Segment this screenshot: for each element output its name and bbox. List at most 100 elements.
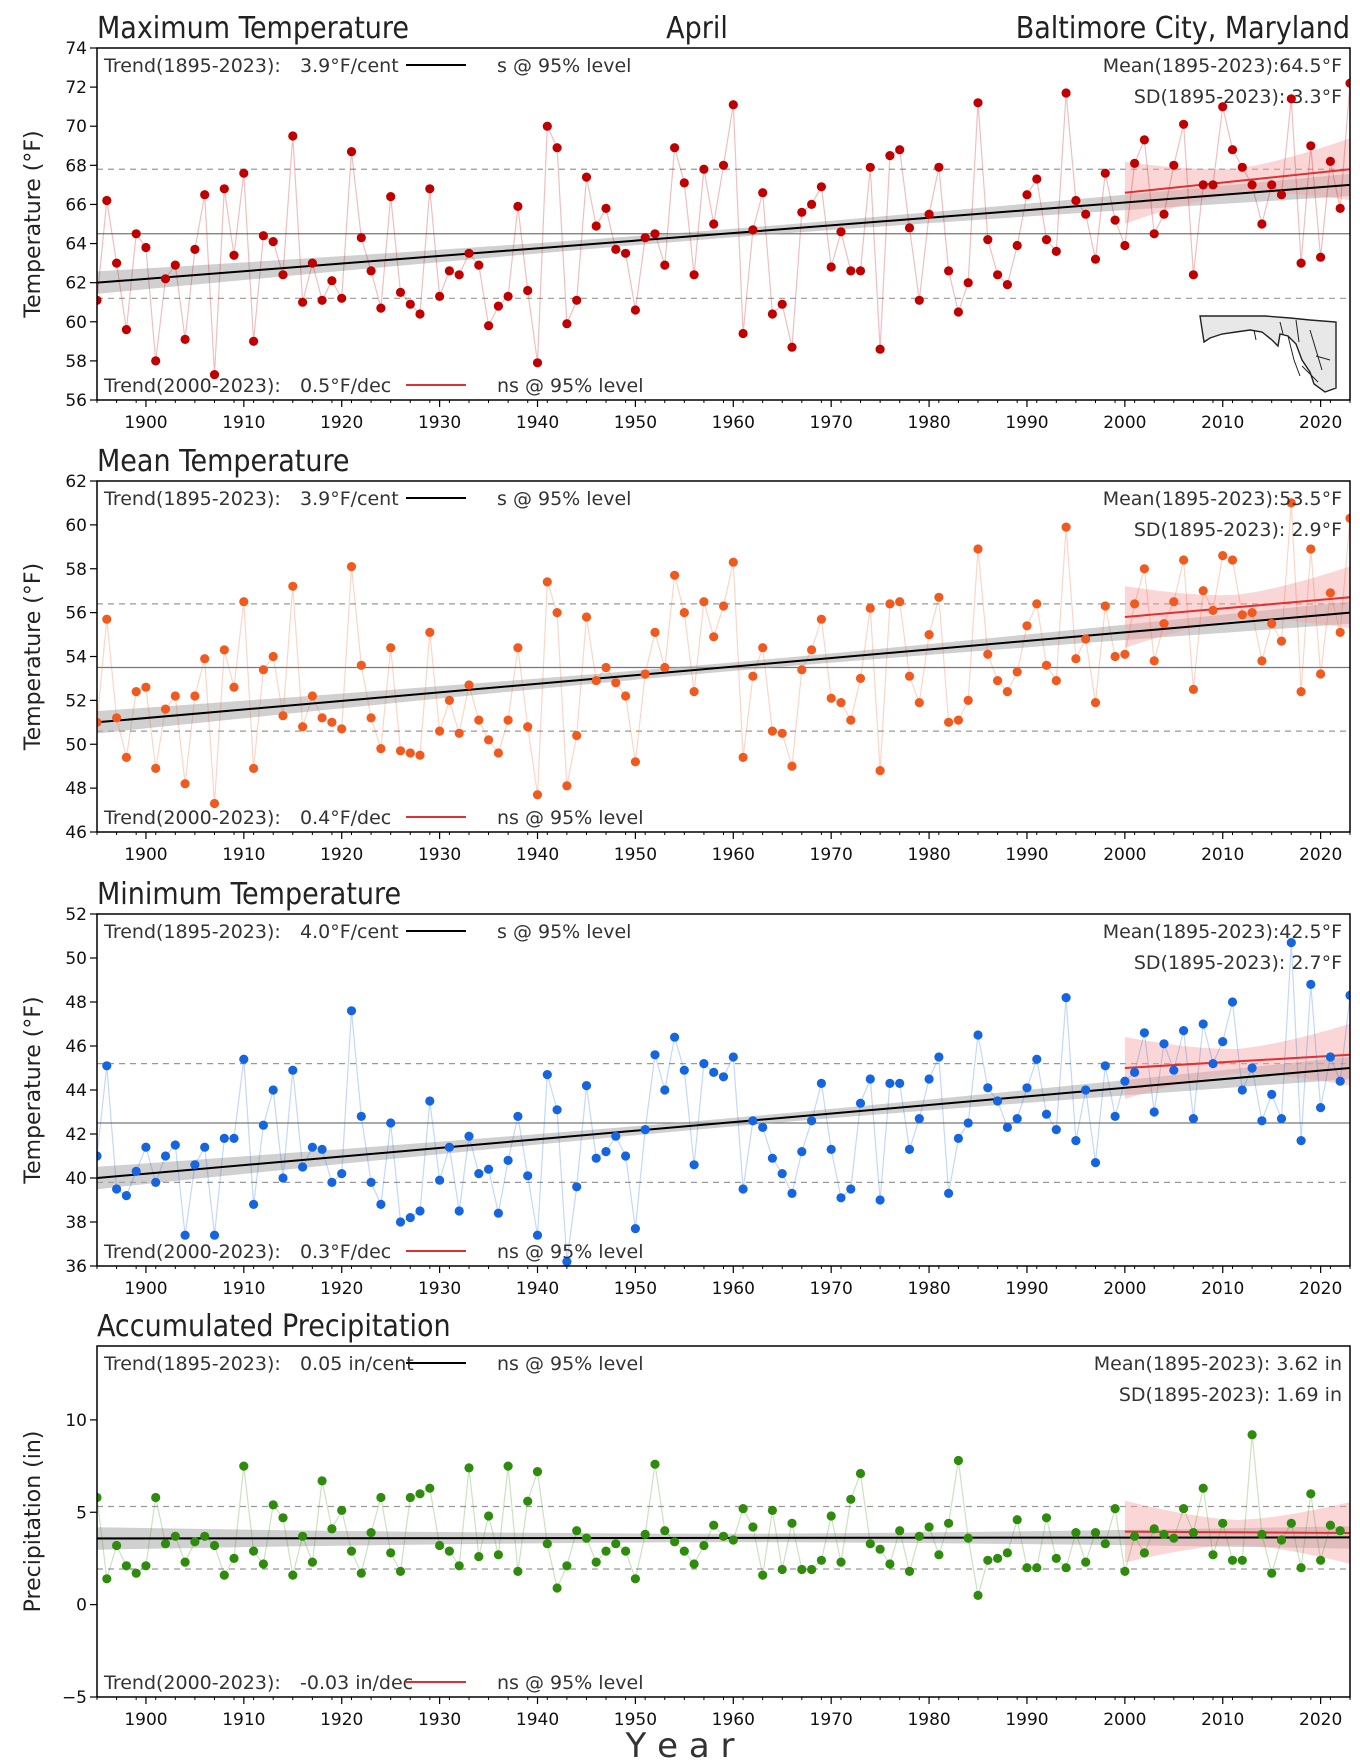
long-trend-line	[97, 611, 1350, 724]
data-point	[1051, 1553, 1061, 1563]
data-point	[895, 145, 905, 155]
data-point	[865, 603, 875, 613]
data-point	[1081, 634, 1091, 644]
data-point	[885, 1078, 895, 1088]
trend-recent-significance: ns @ 95% level	[497, 1672, 643, 1694]
data-point	[1247, 1063, 1257, 1073]
data-point	[924, 1522, 934, 1532]
data-point	[1149, 229, 1159, 239]
data-point	[141, 682, 151, 692]
data-point	[953, 1133, 964, 1143]
x-tick-label: 1980	[907, 845, 950, 865]
x-tick-label: 1970	[810, 1710, 853, 1730]
data-point	[395, 1217, 406, 1227]
data-point	[1120, 1566, 1130, 1576]
data-point	[1071, 195, 1081, 206]
data-point	[777, 1169, 787, 1179]
data-point	[180, 1557, 190, 1567]
data-point	[376, 744, 386, 754]
mean-annotation: Mean(1895-2023): 3.62 in	[1094, 1353, 1342, 1375]
data-point	[1286, 498, 1296, 508]
data-point	[200, 654, 210, 664]
y-tick-label: 60	[65, 516, 87, 536]
data-point	[1237, 1555, 1247, 1565]
data-point	[826, 693, 836, 703]
data-point	[1110, 1504, 1120, 1514]
data-point	[1032, 599, 1042, 609]
data-point	[1002, 1548, 1013, 1558]
data-point	[337, 1169, 347, 1179]
data-point	[405, 299, 415, 309]
x-tick-label: 1960	[712, 1279, 755, 1299]
data-point	[807, 1116, 817, 1126]
data-point	[1335, 203, 1345, 213]
data-point	[718, 160, 729, 170]
data-point	[689, 1160, 699, 1170]
data-point	[1335, 1076, 1345, 1086]
data-point	[219, 1133, 229, 1143]
data-point	[484, 1164, 494, 1174]
data-point	[1286, 94, 1296, 104]
data-point	[258, 1120, 268, 1130]
data-point	[679, 1546, 689, 1556]
data-point	[415, 750, 425, 760]
data-point	[709, 1520, 719, 1530]
data-point	[454, 1561, 464, 1571]
data-point	[885, 599, 895, 609]
data-point	[258, 1559, 268, 1569]
data-point	[288, 581, 298, 591]
data-point	[1130, 1531, 1140, 1541]
y-tick-label: 56	[65, 391, 87, 411]
data-point	[591, 676, 601, 686]
data-point	[298, 722, 308, 732]
data-point	[307, 1557, 317, 1567]
data-point	[268, 651, 278, 662]
data-point	[718, 601, 729, 611]
y-tick-label: 64	[65, 235, 87, 255]
data-point	[151, 1492, 161, 1503]
panel-title: Minimum Temperature	[97, 877, 401, 912]
data-point	[601, 1147, 611, 1157]
data-point	[885, 151, 895, 161]
data-point	[836, 1193, 846, 1203]
data-point	[503, 1461, 513, 1471]
data-point	[1306, 1489, 1316, 1499]
data-point	[1257, 1529, 1267, 1539]
x-tick-label: 1930	[418, 845, 461, 865]
data-point	[366, 1177, 376, 1187]
data-point	[503, 291, 513, 301]
data-point	[160, 1151, 171, 1161]
y-tick-label: 52	[65, 691, 87, 711]
data-point	[97, 1492, 102, 1503]
data-point	[346, 1546, 357, 1556]
data-point	[709, 1067, 719, 1077]
data-point	[562, 781, 572, 791]
data-point	[1130, 158, 1140, 168]
data-point	[679, 178, 689, 188]
x-tick-label: 1990	[1005, 413, 1048, 433]
data-point	[532, 790, 543, 800]
data-point	[425, 184, 435, 194]
data-point	[1208, 180, 1218, 190]
data-point	[523, 1496, 533, 1506]
data-point	[395, 746, 406, 756]
data-point	[1012, 1114, 1022, 1124]
data-point	[102, 1574, 112, 1584]
data-point	[542, 1539, 552, 1549]
data-point	[875, 344, 885, 354]
data-point	[738, 752, 748, 763]
data-point	[474, 1169, 484, 1179]
y-tick-label: 66	[65, 195, 87, 215]
data-point	[953, 1455, 964, 1466]
data-point	[1276, 636, 1287, 646]
data-point	[435, 1175, 445, 1185]
y-tick-label: 62	[65, 274, 87, 294]
data-point	[356, 1568, 366, 1578]
data-line	[97, 83, 1350, 375]
data-point	[875, 1195, 885, 1205]
y-tick-label: 58	[65, 560, 87, 580]
data-point	[1286, 1518, 1296, 1528]
data-point	[777, 728, 787, 738]
x-axis-label: Y e a r	[625, 1726, 735, 1760]
panel-mean-temperature: 46 48 50 52 54 56 58 60 62 1900 1910 1920 1930 1940 19…	[21, 444, 1351, 865]
